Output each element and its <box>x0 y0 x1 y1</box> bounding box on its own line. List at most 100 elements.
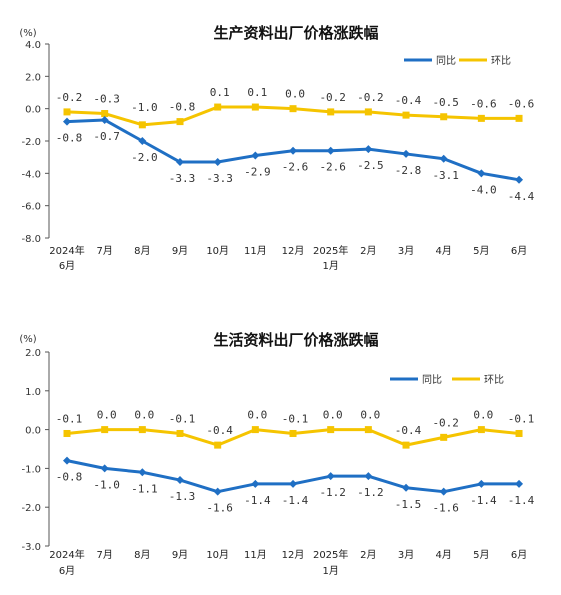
data-label-mom: -1.0 <box>131 101 158 114</box>
data-label-mom: -0.3 <box>93 93 120 106</box>
data-label-yoy: -2.5 <box>357 159 384 172</box>
y-tick-label: 0.0 <box>25 105 41 116</box>
data-point-yoy <box>477 169 486 178</box>
chart-title: 生产资料出厂价格涨跌幅 <box>213 24 378 42</box>
data-label-mom: 0.0 <box>473 409 493 422</box>
data-label-mom: -0.4 <box>206 424 233 437</box>
data-point-mom <box>515 429 523 437</box>
data-point-mom <box>214 103 222 111</box>
y-tick-label: 2.0 <box>25 348 41 359</box>
data-label-yoy: -1.3 <box>169 490 196 503</box>
data-label-yoy: -1.2 <box>357 486 384 499</box>
data-point-mom <box>440 433 448 441</box>
data-point-mom <box>176 429 184 437</box>
data-label-mom: 0.1 <box>210 86 230 99</box>
data-label-mom: 0.0 <box>97 409 117 422</box>
x-tick-label-line2: 1月 <box>323 260 339 272</box>
x-tick-label: 2月 <box>360 245 376 257</box>
data-label-yoy: -1.4 <box>508 494 535 507</box>
x-tick-label: 5月 <box>473 245 489 257</box>
x-tick-label: 12月 <box>282 245 305 257</box>
data-label-yoy: -3.3 <box>169 172 196 185</box>
legend-label-yoy: 同比 <box>422 374 442 386</box>
data-label-yoy: -2.6 <box>282 161 309 174</box>
data-point-yoy <box>326 146 335 155</box>
data-label-yoy: -0.8 <box>56 471 83 484</box>
data-label-yoy: -1.5 <box>395 498 422 511</box>
data-label-yoy: -1.4 <box>244 494 271 507</box>
x-tick-label-line2: 6月 <box>59 260 75 272</box>
plot-area: 4.0 2.0 0.0 -2.0 -4.0 -6.0 -8.0 2024年 6月 7月 8月 9月 10… <box>21 40 534 272</box>
x-tick-label: 2024年 <box>49 244 84 257</box>
data-label-yoy: -3.3 <box>206 172 233 185</box>
data-point-yoy <box>251 479 260 488</box>
x-tick-label: 6月 <box>511 549 527 561</box>
data-point-mom <box>138 426 146 434</box>
x-tick-label: 4月 <box>436 549 452 561</box>
y-tick-label: 1.0 <box>25 387 41 398</box>
data-label-yoy: -1.1 <box>131 482 158 495</box>
y-tick-label: -6.0 <box>21 202 41 213</box>
data-label-mom: 0.1 <box>247 86 267 99</box>
data-point-mom <box>477 114 485 122</box>
data-label-yoy: -2.9 <box>244 166 271 179</box>
data-point-yoy <box>515 175 524 184</box>
data-label-mom: -0.1 <box>508 412 535 425</box>
data-point-yoy <box>63 456 71 465</box>
data-label-yoy: -4.0 <box>470 183 497 196</box>
x-tick-label-line2: 6月 <box>59 565 75 577</box>
data-point-yoy <box>176 476 185 485</box>
x-tick-label: 11月 <box>244 245 267 257</box>
y-tick-label: 0.0 <box>25 426 41 437</box>
data-point-mom <box>402 441 410 449</box>
plot-area: 2.0 1.0 0.0 -1.0 -2.0 -3.0 2024年 6月 7月 8月 9月 10月 11月… <box>21 348 534 577</box>
data-point-mom <box>176 118 184 126</box>
data-point-mom <box>214 441 222 449</box>
data-point-mom <box>327 426 335 434</box>
data-point-mom <box>251 103 259 111</box>
data-label-yoy: -0.8 <box>56 132 83 145</box>
data-point-yoy <box>439 154 448 163</box>
data-point-yoy <box>402 483 411 492</box>
x-tick-label: 12月 <box>282 549 305 561</box>
data-point-mom <box>138 121 146 129</box>
data-point-yoy <box>439 487 448 496</box>
x-tick-label: 6月 <box>511 245 527 257</box>
data-point-yoy <box>289 146 298 155</box>
data-label-mom: -0.4 <box>395 424 422 437</box>
data-label-yoy: -0.7 <box>93 130 120 143</box>
data-point-yoy <box>364 472 373 481</box>
legend: 同比 环比 <box>404 55 511 67</box>
data-label-mom: -0.1 <box>282 412 309 425</box>
legend-label-mom: 环比 <box>491 55 511 67</box>
data-point-yoy <box>251 151 260 160</box>
data-label-mom: -0.2 <box>56 91 83 104</box>
data-point-mom <box>364 108 372 116</box>
data-label-yoy: -2.8 <box>395 164 422 177</box>
data-point-yoy <box>326 472 335 481</box>
y-tick-label: -2.0 <box>21 503 41 514</box>
x-tick-label: 10月 <box>206 549 229 561</box>
data-point-mom <box>251 426 259 434</box>
data-point-yoy <box>515 479 524 488</box>
x-tick-label: 2月 <box>360 549 376 561</box>
data-label-yoy: -1.4 <box>282 494 309 507</box>
data-point-mom <box>63 108 71 116</box>
x-tick-label: 8月 <box>134 245 150 257</box>
data-label-mom: 0.0 <box>323 409 343 422</box>
y-tick-label: -2.0 <box>21 137 41 148</box>
x-tick-label: 10月 <box>206 245 229 257</box>
data-point-mom <box>101 110 109 118</box>
x-tick-label-line2: 1月 <box>323 565 339 577</box>
data-point-mom <box>364 426 372 434</box>
data-label-yoy: -1.4 <box>470 494 497 507</box>
data-label-yoy: -1.6 <box>432 502 459 515</box>
x-tick-label: 7月 <box>96 245 112 257</box>
y-tick-label: -3.0 <box>21 542 41 553</box>
x-tick-label: 5月 <box>473 549 489 561</box>
x-tick-label: 3月 <box>398 245 414 257</box>
data-label-mom: 0.0 <box>134 409 154 422</box>
y-tick-label: -1.0 <box>21 464 41 475</box>
data-label-yoy: -2.6 <box>319 161 346 174</box>
data-point-yoy <box>176 158 185 167</box>
